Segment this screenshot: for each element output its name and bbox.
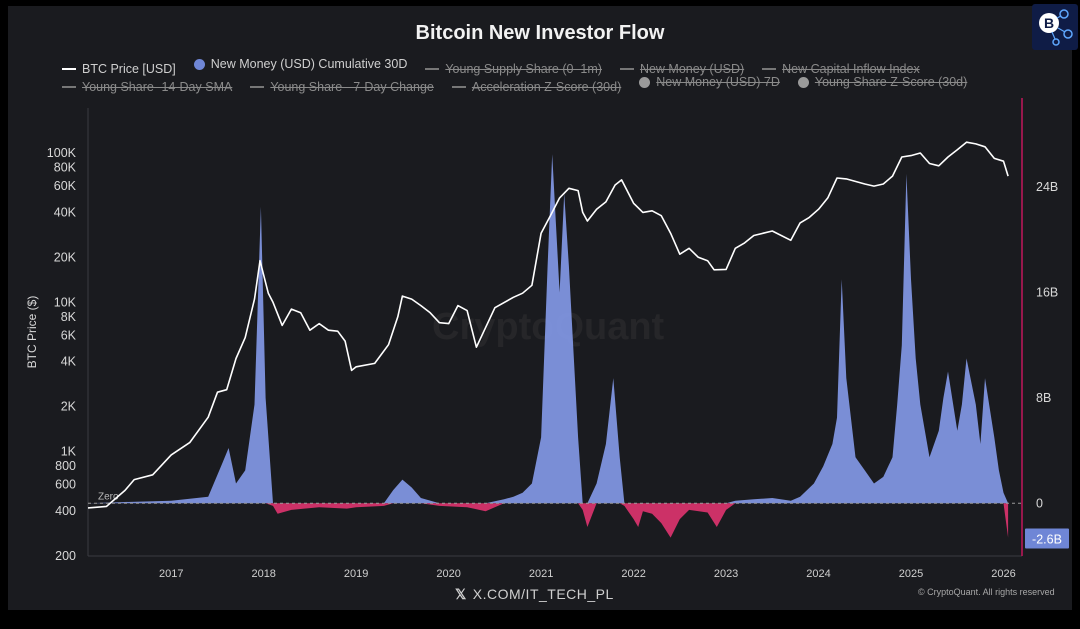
legend-item-3[interactable]: New Money (USD) [619,61,745,76]
left-tick-label: 20K [54,250,77,264]
x-tick-label: 2021 [529,568,553,580]
legend-swatch-icon [250,85,265,88]
footer-source: 𝕏 X.COM/IT_TECH_PL [455,586,614,603]
legend-label: BTC Price [USD] [82,61,176,76]
left-tick-label: 800 [55,459,76,473]
left-tick-label: 40K [54,205,77,219]
x-tick-label: 2025 [899,568,923,580]
x-logo-icon: 𝕏 [455,586,467,602]
legend-item-8[interactable]: New Money (USD) 7D [639,75,780,89]
legend-swatch-icon [193,58,205,70]
legend-item-0[interactable]: BTC Price [USD] [62,62,176,76]
legend-item-2[interactable]: Young Supply Share (0–1m) [425,62,602,76]
x-tick-label: 2018 [251,568,275,580]
right-tick-label: 24B [1036,180,1058,194]
left-tick-label: 200 [55,549,76,563]
legend-label: Young Share -14-Day SMA [82,79,233,94]
left-tick-label: 80K [54,160,77,174]
left-tick-label: 600 [55,478,76,492]
bitcoin-logo-icon: B [1039,9,1073,46]
x-tick-label: 2022 [621,568,645,580]
x-tick-label: 2020 [436,568,460,580]
legend-swatch-icon [451,85,466,88]
zero-label: Zero [98,491,119,502]
legend-swatch-icon [762,67,777,70]
left-tick-label: 60K [54,179,77,193]
left-tick-label: 8K [61,310,77,324]
new-money-positive-area [88,154,1009,504]
left-tick-label: 1K [61,445,77,459]
legend-swatch-icon [639,76,651,88]
right-badge-label: -2.6B [1032,533,1062,547]
legend-label: Young Supply Share (0–1m) [445,61,602,76]
legend-swatch-icon [619,67,634,70]
legend-item-6[interactable]: Young Share - 7-Day Change [250,80,434,94]
left-axis-title: BTC Price ($) [25,296,39,369]
left-tick-label: 10K [54,295,77,309]
legend-label: New Capital Inflow Index [782,61,920,76]
left-tick-label: 4K [61,355,77,369]
new-money-negative-area [88,503,1009,538]
chart-panel [8,6,1072,610]
btc-price-line [87,141,1009,509]
left-tick-label: 100K [47,146,77,160]
legend-item-9[interactable]: Young Share Z-Score (30d) [797,75,968,89]
x-tick-label: 2023 [714,568,738,580]
right-badge-background [1025,528,1069,549]
legend-item-4[interactable]: New Capital Inflow Index [762,62,920,76]
chart-title: Bitcoin New Investor Flow [415,22,665,44]
legend-label: New Money (USD) [639,61,745,76]
legend-label: Young Share Z-Score (30d) [814,75,968,89]
right-tick-label: 0 [1036,496,1043,510]
legend-swatch-icon [62,85,76,88]
footer-source-text: X.COM/IT_TECH_PL [472,586,614,602]
right-tick-label: 16B [1036,285,1058,299]
legend-item-5[interactable]: Young Share -14-Day SMA [62,80,232,94]
x-tick-label: 2017 [159,568,183,580]
legend-label: Acceleration Z-Score (30d) [471,79,622,94]
legend-swatch-icon [425,67,440,70]
legend-label: New Money (USD) 7D [656,75,780,89]
left-tick-label: 2K [61,400,77,414]
footer-copyright: © CryptoQuant. All rights reserved [918,587,1055,597]
x-tick-label: 2026 [991,568,1015,580]
legend-row-2: Young Share -14-Day SMA Young Share - 7-D… [62,75,985,94]
legend-item-1[interactable]: New Money (USD) Cumulative 30D [193,57,408,71]
x-tick-label: 2024 [806,568,830,580]
legend-label: New Money (USD) Cumulative 30D [210,57,408,71]
legend-row-1: BTC Price [USD] New Money (USD) Cumulativ… [62,57,938,76]
bitcoin-network-logo: B [1032,4,1078,50]
legend-swatch-icon [797,76,809,88]
legend-label: Young Share - 7-Day Change [270,79,434,94]
left-tick-label: 6K [61,328,77,342]
left-tick-label: 400 [55,504,76,518]
svg-text:B: B [1044,15,1054,31]
legend-item-7[interactable]: Acceleration Z-Score (30d) [451,79,622,94]
legend-swatch-icon [62,67,76,70]
right-tick-label: 8B [1036,391,1051,405]
x-tick-label: 2019 [344,568,368,580]
